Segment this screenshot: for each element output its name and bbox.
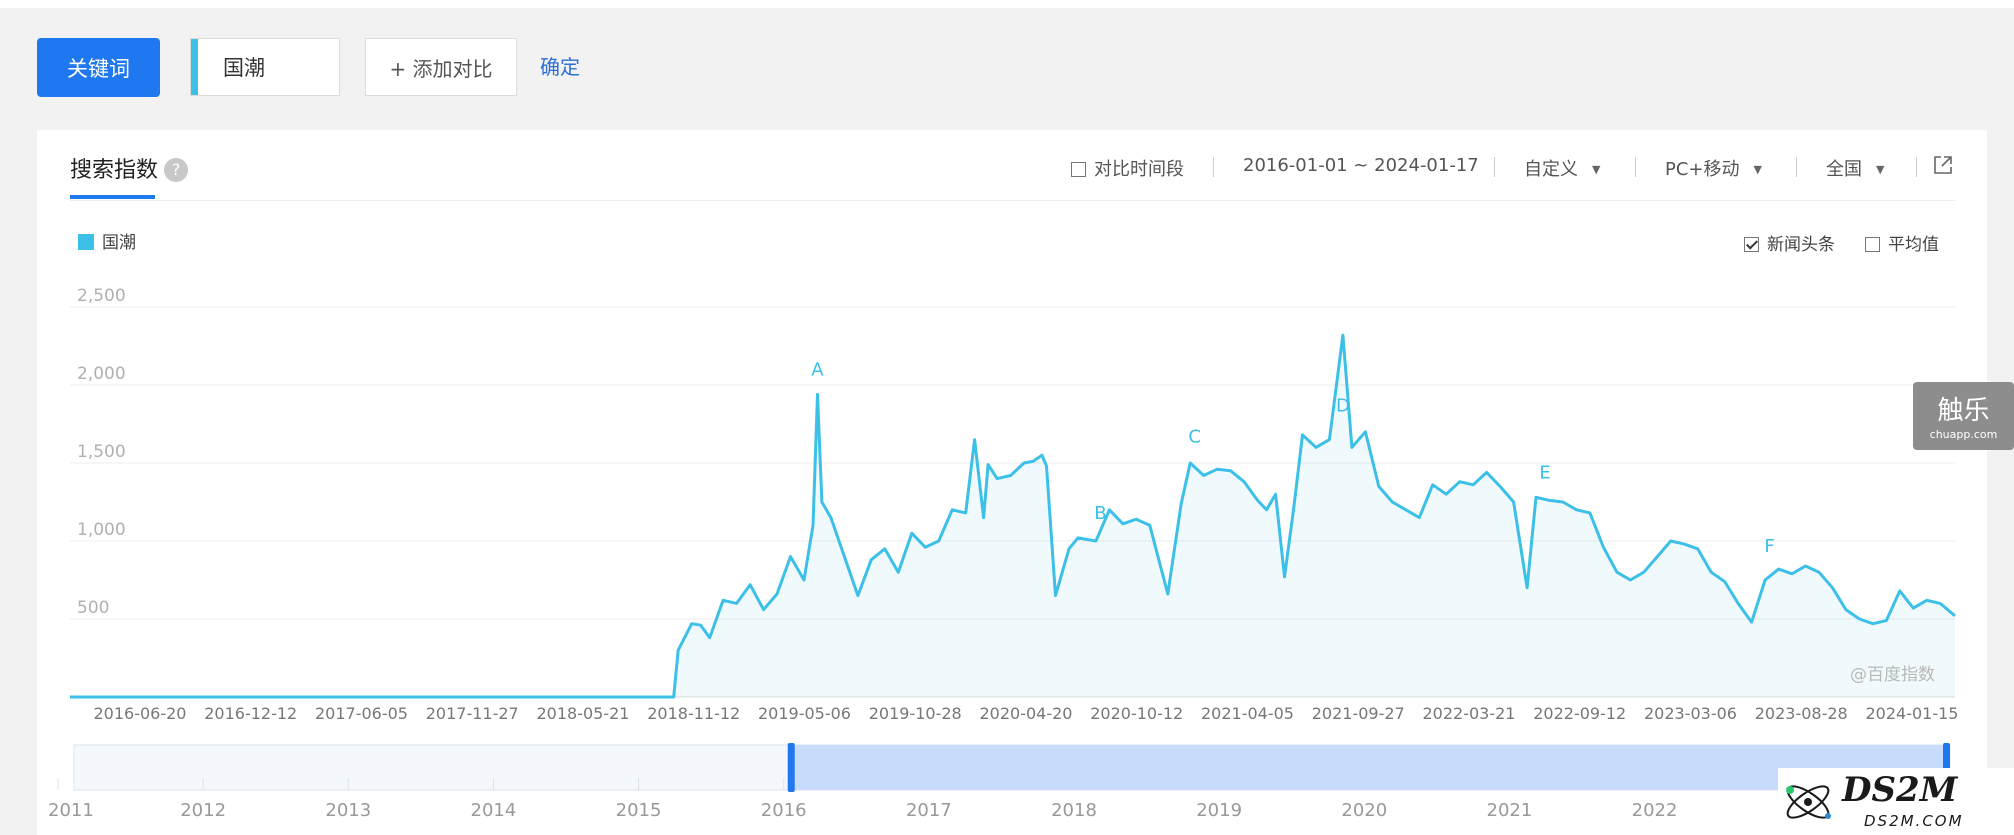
legend-item[interactable]: 国潮 [78,228,136,253]
x-tick-label: 2020-04-20 [980,704,1073,723]
navigator-year-label: 2018 [1051,800,1097,821]
x-tick-label: 2017-11-27 [426,704,519,723]
annotation-label[interactable]: C [1188,427,1201,448]
x-tick-label: 2019-10-28 [869,704,962,723]
x-tick-label: 2022-09-12 [1533,704,1626,723]
compare-period-label: 对比时间段 [1094,159,1184,180]
navigator-year-label: 2020 [1341,800,1387,821]
annotation-label[interactable]: D [1336,396,1350,417]
atom-icon [1786,785,1831,819]
tab-label: 搜索指数 [70,158,159,183]
custom-label: 自定义 [1524,159,1578,180]
tab-underline [70,195,155,199]
custom-dropdown[interactable]: 自定义 ▼ [1524,155,1600,181]
y-tick-label: 500 [77,598,109,618]
caret-down-icon: ▼ [1876,163,1885,176]
x-tick-label: 2023-08-28 [1755,704,1848,723]
y-tick-label: 1,000 [77,520,126,540]
x-tick-label: 2016-06-20 [94,704,187,723]
series-color-bar [191,39,198,95]
region-dropdown[interactable]: 全国 ▼ [1826,155,1884,181]
help-icon[interactable]: ? [164,158,189,182]
average-label: 平均值 [1888,235,1939,255]
x-tick-label: 2021-09-27 [1312,704,1405,723]
navigator-year-label: 2017 [906,800,952,821]
chuapp-logo-url: chuapp.com [1929,428,1998,441]
navigator-year-label: 2015 [616,800,662,821]
ds2m-logo-text: DS2M [1842,770,1958,810]
news-headlines-checkbox[interactable] [1744,237,1759,252]
series-area [70,335,1955,697]
chart-panel [37,130,1987,835]
x-tick-label: 2022-03-21 [1423,704,1516,723]
navigator-year-label: 2019 [1196,800,1242,821]
ds2m-logo: DS2M DS2M.COM [1778,768,2014,835]
average-toggle[interactable]: 平均值 [1865,230,1939,255]
divider [1635,157,1636,177]
navigator-handle-left[interactable] [787,743,795,792]
legend-label: 国潮 [102,233,136,253]
series-line [70,333,1956,699]
tab-search-index[interactable]: 搜索指数? [70,152,189,184]
x-tick-label: 2017-06-05 [315,704,408,723]
tab-divider [70,200,1955,201]
share-icon[interactable] [1932,154,1954,176]
navigator-year-label: 2016 [761,800,807,821]
add-compare-button[interactable]: + 添加对比 [365,38,517,96]
x-tick-label: 2021-04-05 [1201,704,1294,723]
divider [1213,157,1214,177]
y-tick-label: 2,500 [77,286,126,306]
average-checkbox[interactable] [1865,237,1880,252]
region-label: 全国 [1826,159,1862,180]
confirm-link[interactable]: 确定 [540,55,580,79]
annotation-label[interactable]: F [1764,536,1774,557]
compare-period-checkbox[interactable] [1071,162,1086,177]
chuapp-logo-text: 触乐 [1937,396,1990,426]
divider [1916,157,1917,177]
device-label: PC+移动 [1665,159,1740,180]
y-tick-label: 1,500 [77,442,126,462]
watermark: @百度指数 [1850,665,1935,685]
navigator-year-label: 2012 [180,800,226,821]
x-tick-label: 2024-01-15 [1866,704,1959,723]
keyword-value: 国潮 [223,56,265,80]
x-tick-label: 2020-10-12 [1090,704,1183,723]
device-dropdown[interactable]: PC+移动 ▼ [1665,155,1762,181]
x-tick-label: 2018-05-21 [537,704,630,723]
navigator-year-label: 2021 [1487,800,1533,821]
ds2m-logo-url: DS2M.COM [1864,812,1964,830]
news-headlines-toggle[interactable]: 新闻头条 [1744,230,1835,255]
news-headlines-label: 新闻头条 [1767,235,1835,255]
date-range-picker[interactable]: 2016-01-01 ~ 2024-01-17 [1243,155,1479,176]
top-strip [0,0,2014,8]
caret-down-icon: ▼ [1592,163,1601,176]
x-tick-label: 2018-11-12 [647,704,740,723]
divider [1494,157,1495,177]
x-tick-label: 2023-03-06 [1644,704,1737,723]
navigator-year-label: 2013 [325,800,371,821]
keyword-button[interactable]: 关键词 [37,38,160,97]
navigator-selection[interactable] [791,745,1948,790]
caret-down-icon: ▼ [1753,163,1762,176]
keyword-input[interactable]: 国潮 [190,38,340,96]
legend-swatch [78,234,94,250]
navigator-year-label: 2022 [1632,800,1678,821]
x-tick-label: 2016-12-12 [204,704,297,723]
navigator-year-label: 2014 [471,800,517,821]
compare-period-toggle[interactable]: 对比时间段 [1071,155,1184,181]
y-tick-label: 2,000 [77,364,126,384]
chuapp-logo: 触乐 chuapp.com [1913,382,2014,450]
annotation-label[interactable]: E [1539,463,1550,484]
x-tick-label: 2019-05-06 [758,704,851,723]
annotation-label[interactable]: B [1094,503,1106,524]
navigator-year-label: 2011 [48,800,94,821]
divider [1796,157,1797,177]
annotation-label[interactable]: A [811,360,824,381]
